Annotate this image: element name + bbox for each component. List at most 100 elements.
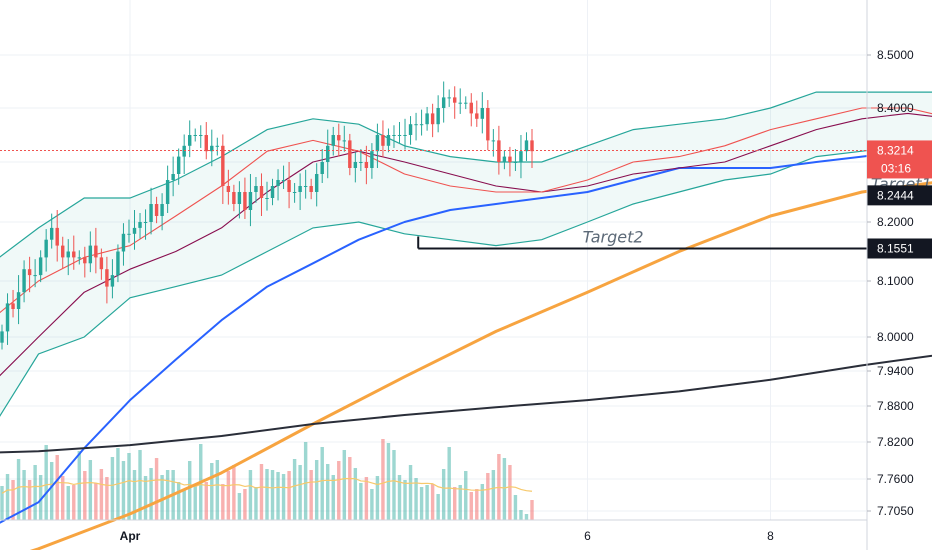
volume-bar [210, 463, 214, 520]
candle-body [66, 251, 70, 258]
candle-body [530, 140, 534, 152]
candle-body [221, 145, 225, 186]
candle-body [436, 108, 440, 125]
candle-body [121, 233, 126, 252]
current-price-badge [867, 140, 932, 179]
candle-body [165, 180, 170, 204]
candle-body [303, 186, 308, 187]
volume-bar [243, 489, 247, 520]
volume-bar [491, 470, 496, 520]
volume-bar [149, 468, 153, 520]
countdown-label: 03:16 [881, 161, 911, 175]
candle-body [143, 222, 148, 223]
candle-body [55, 227, 59, 246]
volume-bar [276, 472, 280, 520]
volume-ma-line [1, 477, 533, 494]
volume-bar [469, 492, 473, 520]
candle-body [105, 269, 109, 287]
volume-bar [72, 485, 76, 520]
series-line-3 [0, 112, 932, 377]
volume-bar [77, 451, 82, 520]
volume-bar [99, 469, 104, 520]
volume-bar [519, 510, 523, 520]
volume-bar [176, 482, 181, 520]
volume-bar [27, 480, 32, 520]
y-tick-label: 8.4000 [877, 101, 914, 115]
candle-body [508, 156, 512, 162]
volume-bar [530, 500, 534, 520]
volume-bar [364, 477, 369, 520]
candle-body [292, 192, 297, 193]
y-tick-label: 7.7050 [877, 504, 914, 518]
candle-body [226, 186, 231, 192]
volume-bar [292, 459, 297, 520]
candle-body [331, 135, 335, 146]
candle-body [403, 135, 407, 136]
volume-bar [513, 495, 518, 520]
volume-bar [314, 460, 319, 520]
candle-body [204, 135, 208, 152]
volume-bar [430, 484, 435, 520]
volume-bar [132, 470, 137, 520]
candle-body [270, 186, 275, 198]
candle-body [309, 186, 313, 192]
target-price-label: 8.1551 [877, 241, 914, 255]
y-tick-label: 8.1000 [877, 274, 914, 288]
candle-body [254, 186, 258, 192]
x-tick-label: 6 [584, 529, 591, 543]
target-price-label: 8.2444 [877, 188, 914, 202]
candle-body [210, 145, 214, 152]
candle-body [381, 135, 385, 146]
y-tick-label: 7.8200 [877, 435, 914, 449]
volume-bar [38, 475, 43, 520]
volume-bar [524, 514, 529, 520]
candle-body [215, 145, 220, 147]
candle-body [502, 156, 507, 162]
candle-body [259, 186, 264, 198]
y-tick-label: 8.0000 [877, 330, 914, 344]
volume-bar [464, 471, 468, 520]
candle-body [199, 135, 203, 136]
volume-bar [33, 465, 37, 520]
volume-bar [281, 474, 286, 520]
candle-body [132, 227, 137, 234]
candle-body [414, 124, 418, 126]
candle-body [44, 239, 48, 258]
candle-body [314, 174, 319, 192]
candle-body [193, 135, 197, 136]
candle-body [281, 180, 286, 181]
volume-bar [475, 489, 479, 520]
candle-body [458, 102, 462, 104]
volume-bar [353, 468, 358, 520]
volume-bar [502, 458, 507, 520]
candle-body [248, 192, 253, 210]
target-annotation: Target2 [583, 227, 644, 246]
candle-body [22, 269, 26, 293]
volume-bar [303, 442, 308, 520]
volume-bar [237, 493, 242, 520]
candle-body [326, 145, 330, 162]
candle-body [49, 227, 54, 240]
candle-body [392, 135, 396, 136]
candle-body [524, 140, 529, 152]
volume-bar [160, 475, 164, 520]
volume-bar [441, 469, 446, 520]
bollinger-upper-line [0, 91, 932, 258]
volume-bar [154, 458, 159, 520]
volume-bar [403, 480, 407, 520]
candle-body [397, 135, 402, 136]
volume-bar [265, 469, 269, 520]
volume-bar [254, 487, 258, 520]
volume-bar [259, 464, 264, 520]
candle-body [27, 269, 32, 276]
y-tick-label: 8.5000 [877, 48, 914, 62]
candle-body [419, 124, 424, 126]
candle-body [127, 233, 131, 235]
candle-body [364, 162, 369, 168]
candle-body [337, 135, 341, 141]
volume-bar [61, 476, 65, 520]
series-line-4 [0, 107, 932, 314]
volume-bar [348, 457, 352, 520]
